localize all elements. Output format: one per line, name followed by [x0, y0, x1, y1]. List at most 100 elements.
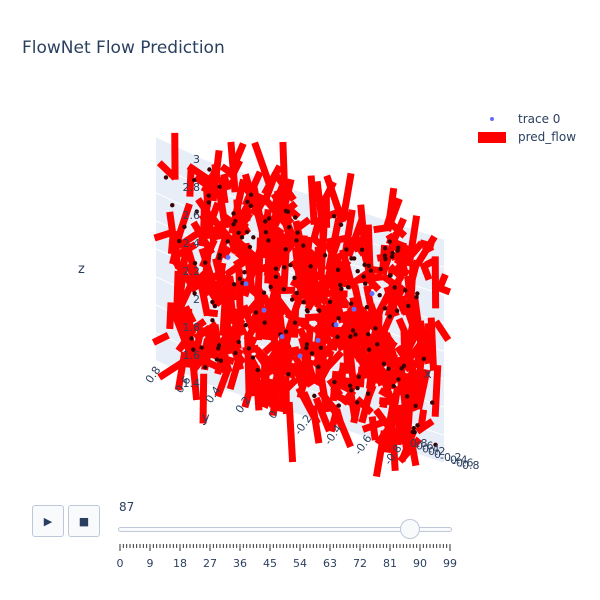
slider-tick-label[interactable]: 27 [203, 557, 217, 570]
flow-line [395, 317, 413, 343]
flow-line [356, 235, 377, 290]
flow-point [206, 193, 211, 198]
legend-item-trace-0[interactable]: trace 0 [472, 110, 576, 128]
z-tick-label: 2.6 [183, 209, 201, 222]
legend: trace 0 pred_flow [472, 110, 576, 146]
trace-0-point [369, 291, 375, 297]
flow-point [293, 215, 298, 220]
flow-line [315, 304, 335, 314]
flow-point [327, 299, 333, 305]
slider-tick-label[interactable]: 99 [443, 557, 457, 570]
z-tick-label: 1.6 [183, 349, 201, 362]
flow-point [355, 269, 360, 274]
flow-point [253, 310, 259, 315]
flow-point [394, 308, 400, 313]
flow-point [331, 214, 337, 219]
stop-button[interactable]: ■ [68, 505, 100, 537]
slider-tick-label[interactable]: 72 [353, 557, 367, 570]
flow-point [304, 342, 310, 347]
flow-line [226, 142, 247, 178]
flow-point [233, 350, 238, 356]
flow-point [318, 345, 324, 350]
flow-line [226, 357, 243, 391]
flow-line [280, 251, 290, 292]
flow-line [381, 330, 396, 346]
flow-point [389, 254, 395, 259]
slider-tick-label[interactable]: 0 [116, 557, 124, 570]
flow-line [415, 418, 435, 435]
flow-point [349, 256, 354, 261]
flow-line [337, 362, 347, 388]
flow-line [240, 304, 257, 332]
flow-line [157, 359, 185, 381]
flow-point [301, 243, 306, 248]
legend-label: pred_flow [518, 130, 577, 144]
x-tick-label: 0.8 [410, 437, 428, 450]
x-axis-label: x [424, 367, 432, 382]
flow-point [365, 391, 371, 396]
slider-tick-label[interactable]: 54 [293, 557, 307, 570]
flow-point [202, 365, 208, 370]
z-tick-label: 2.4 [183, 237, 201, 250]
slider-tick-label[interactable]: 45 [263, 557, 277, 570]
flow-point [217, 255, 222, 261]
play-button[interactable]: ▶ [32, 505, 64, 537]
flow-point [387, 314, 393, 319]
flow-point [288, 262, 293, 268]
slider-tick-label[interactable]: 81 [383, 557, 397, 570]
flow-point [402, 288, 408, 293]
flow-point [411, 426, 417, 431]
flow-line [274, 188, 292, 220]
flow-point [335, 334, 340, 340]
slider-rail[interactable] [118, 527, 452, 532]
flow-point [191, 347, 196, 352]
flow-point [231, 282, 237, 287]
flow-point [263, 229, 269, 235]
slider-tick-label[interactable]: 18 [173, 557, 187, 570]
flow-point [243, 323, 248, 328]
slider-knob[interactable] [400, 519, 420, 539]
flow-line [336, 210, 355, 224]
flow-point [216, 343, 222, 348]
flow-point [355, 385, 360, 391]
z-tick-label: 3 [193, 153, 200, 166]
flow-line [297, 346, 318, 384]
flow-line [419, 261, 433, 281]
flow-line [257, 320, 276, 337]
flow-point [286, 372, 291, 377]
flow-point [285, 209, 291, 214]
flow-line [253, 259, 279, 276]
flow-line [431, 364, 442, 417]
flow-line [276, 376, 290, 392]
flow-point [286, 224, 292, 230]
z-tick-label: 1.4 [183, 377, 201, 390]
flow-line [387, 385, 402, 434]
flow-point [405, 394, 410, 399]
x-tick-label: 0.2 [428, 445, 446, 458]
flow-point [189, 336, 194, 341]
flow-point [225, 239, 230, 244]
flow-point [338, 222, 344, 227]
slider-tick-label[interactable]: 90 [413, 557, 427, 570]
flow-line [296, 326, 314, 354]
flow-point [350, 328, 356, 333]
flow-point [170, 203, 175, 208]
flow-line [309, 405, 323, 444]
flow-point [231, 222, 236, 227]
legend-line-swatch [472, 130, 512, 144]
flow-point [339, 286, 344, 292]
flow-point [210, 318, 215, 323]
legend-item-pred-flow[interactable]: pred_flow [472, 128, 576, 146]
flow-point [192, 260, 198, 266]
flow-line [254, 351, 275, 377]
trace-0-point [315, 337, 321, 343]
slider-tick-label[interactable]: 9 [146, 557, 154, 570]
slider-tick-label[interactable]: 36 [233, 557, 247, 570]
flow-line [263, 332, 279, 341]
flow-line [356, 366, 366, 388]
slider-tick-label[interactable]: 63 [323, 557, 337, 570]
flow-line [190, 267, 211, 288]
flow-line [171, 251, 182, 269]
flow-line [398, 430, 417, 463]
